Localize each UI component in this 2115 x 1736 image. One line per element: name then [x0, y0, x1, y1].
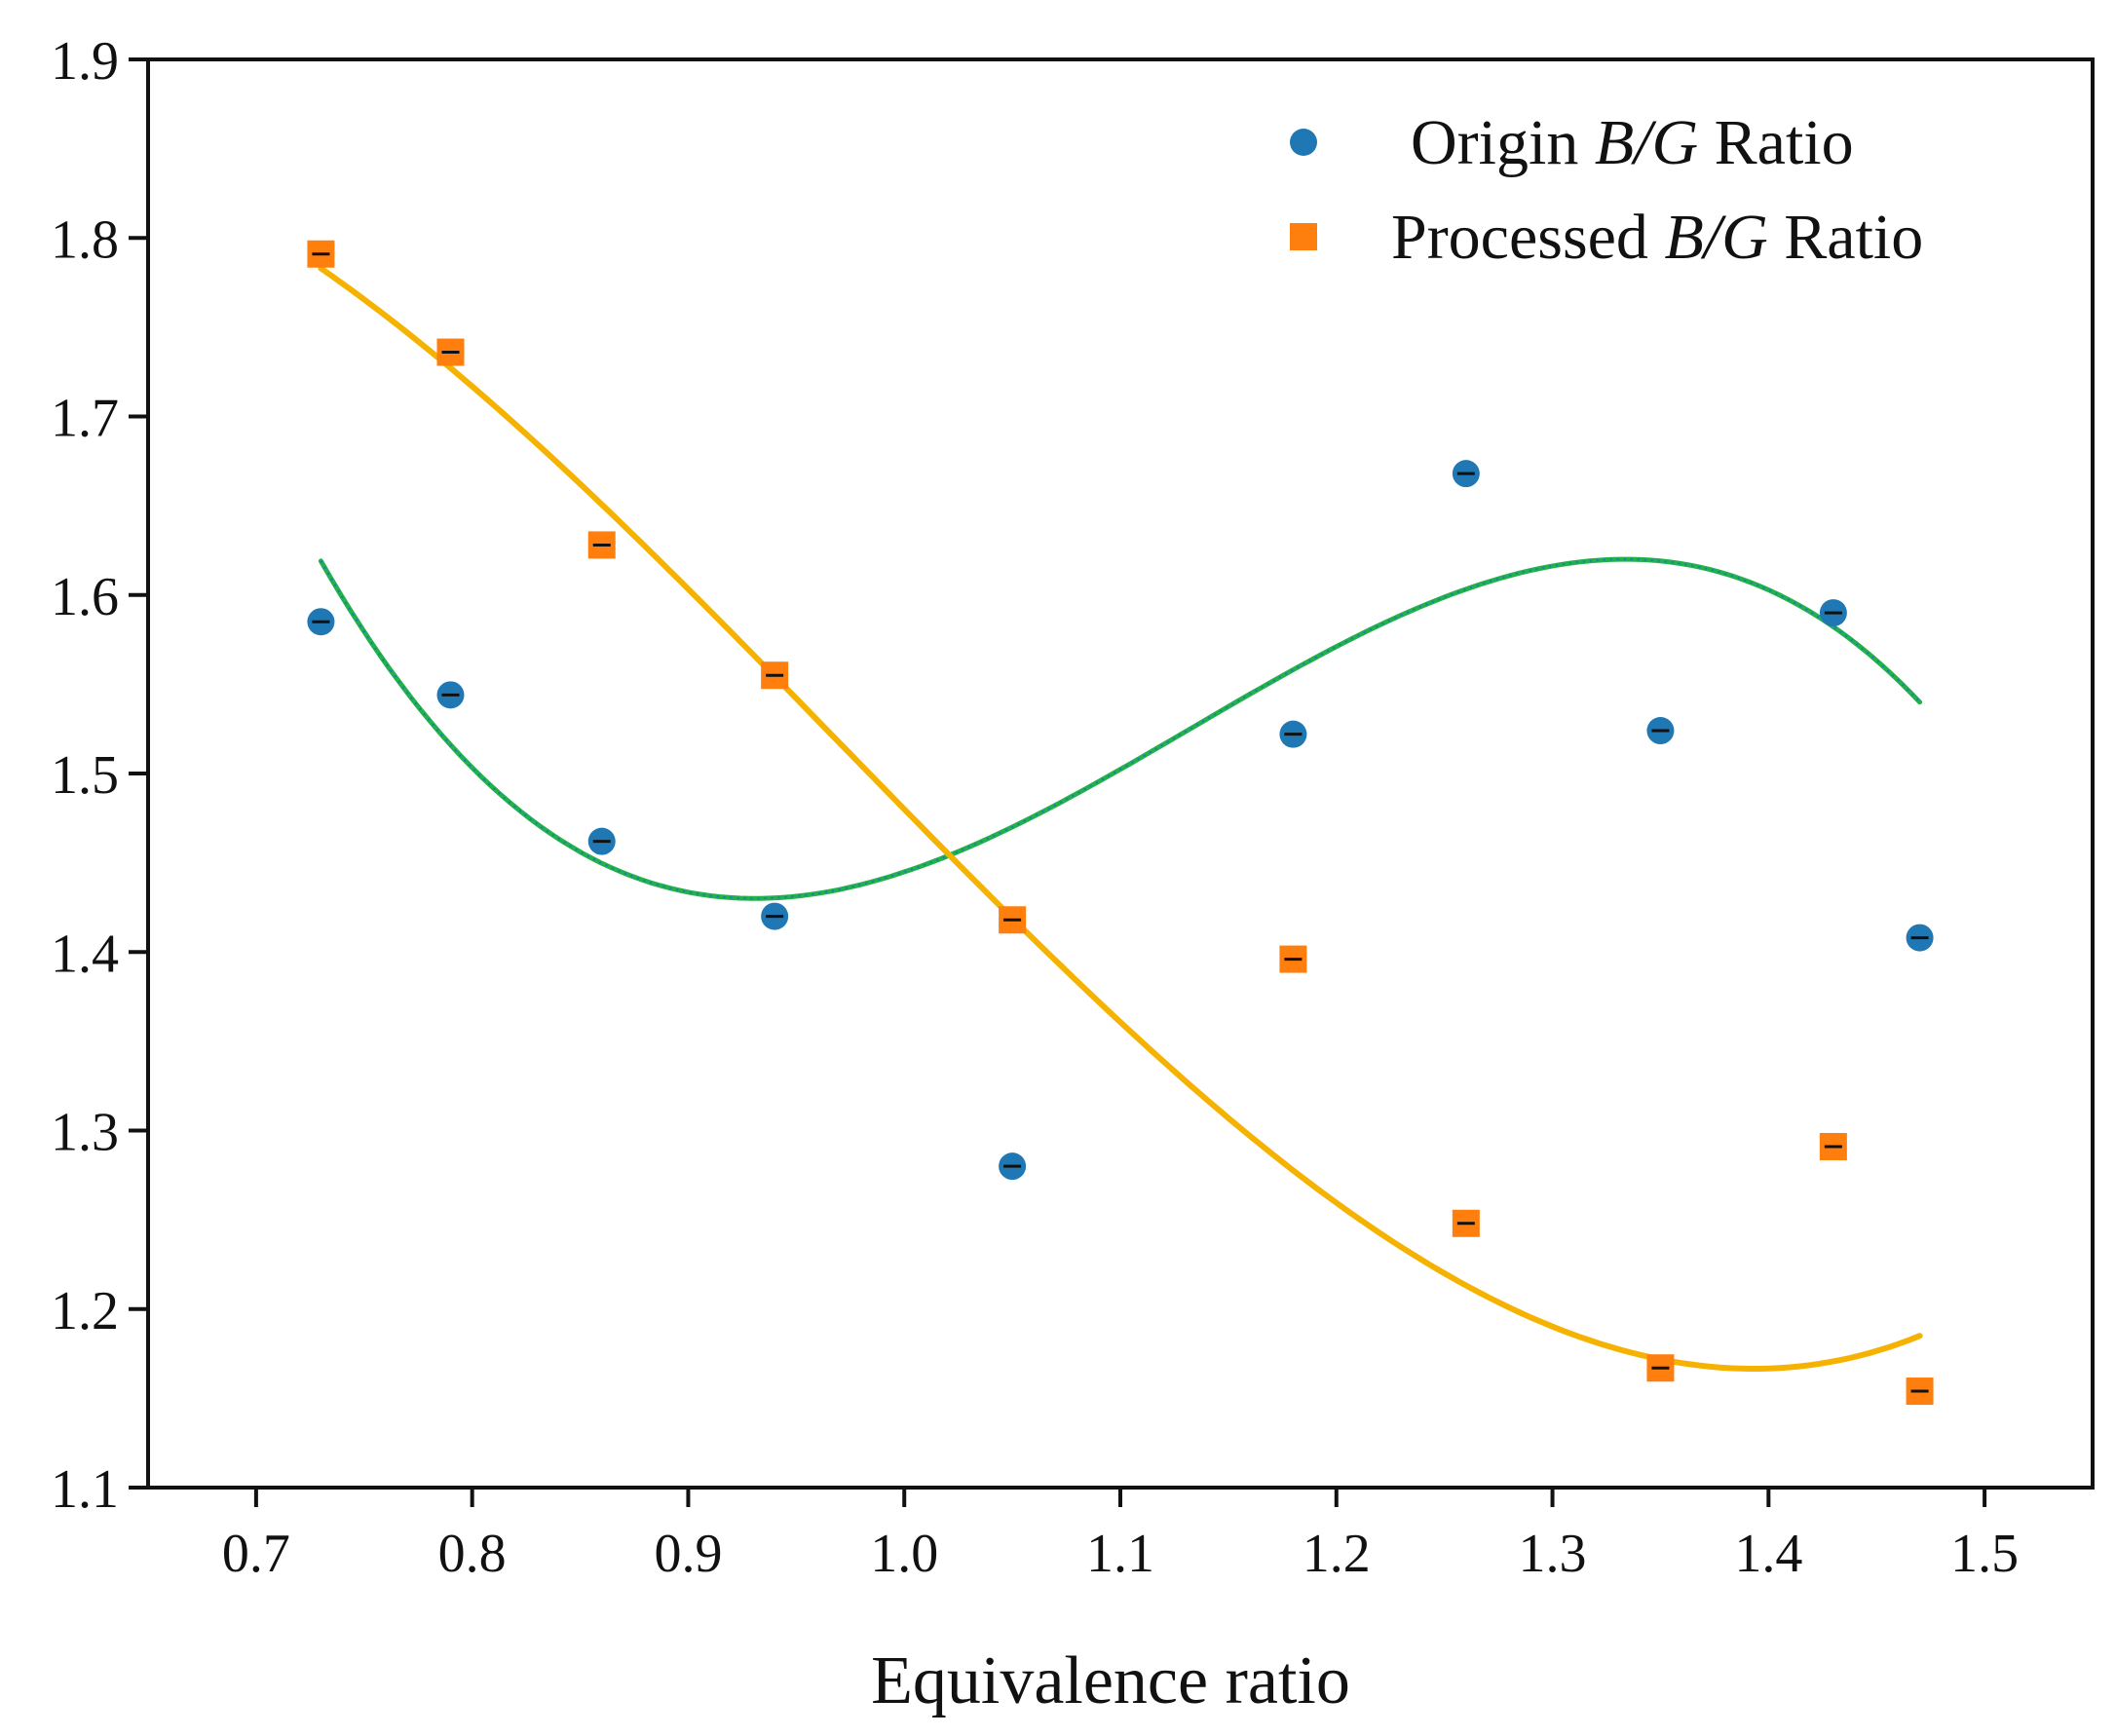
x-tick-label: 1.1 [1086, 1524, 1154, 1584]
x-tick-label: 1.2 [1303, 1524, 1371, 1584]
data-markers [307, 240, 1934, 1406]
y-tick-label: 1.4 [51, 924, 119, 984]
x-tick-label: 1.5 [1950, 1524, 2019, 1584]
legend-label-suffix: Ratio [1698, 107, 1854, 178]
legend-label-suffix: Ratio [1768, 202, 1924, 273]
legend-label-origin: Origin B/G Ratio [1411, 107, 1854, 178]
x-axis-title: Equivalence ratio [871, 1643, 1350, 1718]
fit-curve-dots [320, 558, 1921, 900]
x-tick-label: 1.0 [870, 1524, 938, 1584]
legend-label-italic: B/G [1664, 202, 1767, 273]
legend-label-prefix: Origin [1411, 107, 1595, 178]
x-tick-label: 1.4 [1734, 1524, 1802, 1584]
legend-label-italic: B/G [1595, 107, 1698, 178]
y-tick-label: 1.5 [51, 745, 119, 806]
y-tick-label: 1.7 [51, 389, 119, 449]
x-tick-label: 0.9 [654, 1524, 722, 1584]
y-tick-label: 1.3 [51, 1103, 119, 1163]
x-tick-label: 1.3 [1519, 1524, 1587, 1584]
plot-frame [146, 57, 2095, 1490]
y-tick-label: 1.1 [51, 1459, 119, 1520]
y-tick-label: 1.2 [51, 1281, 119, 1341]
x-tick-label: 0.7 [222, 1524, 290, 1584]
legend-marker-processed [1290, 223, 1317, 250]
legend-marker-origin [1290, 129, 1317, 156]
x-axis-ticks: 0.7 0.8 0.9 1.0 1.1 1.2 1.3 1.4 1.5 [222, 1488, 2019, 1584]
legend-label-processed: Processed B/G Ratio [1391, 202, 1923, 273]
y-tick-label: 1.9 [51, 31, 119, 92]
legend-label-prefix: Processed [1391, 202, 1664, 273]
x-tick-label: 0.8 [438, 1524, 507, 1584]
y-axis-ticks: 1.1 1.2 1.3 1.4 1.5 1.6 1.7 1.8 1.9 [51, 31, 148, 1520]
y-tick-label: 1.8 [51, 209, 119, 270]
y-tick-label: 1.6 [51, 567, 119, 627]
